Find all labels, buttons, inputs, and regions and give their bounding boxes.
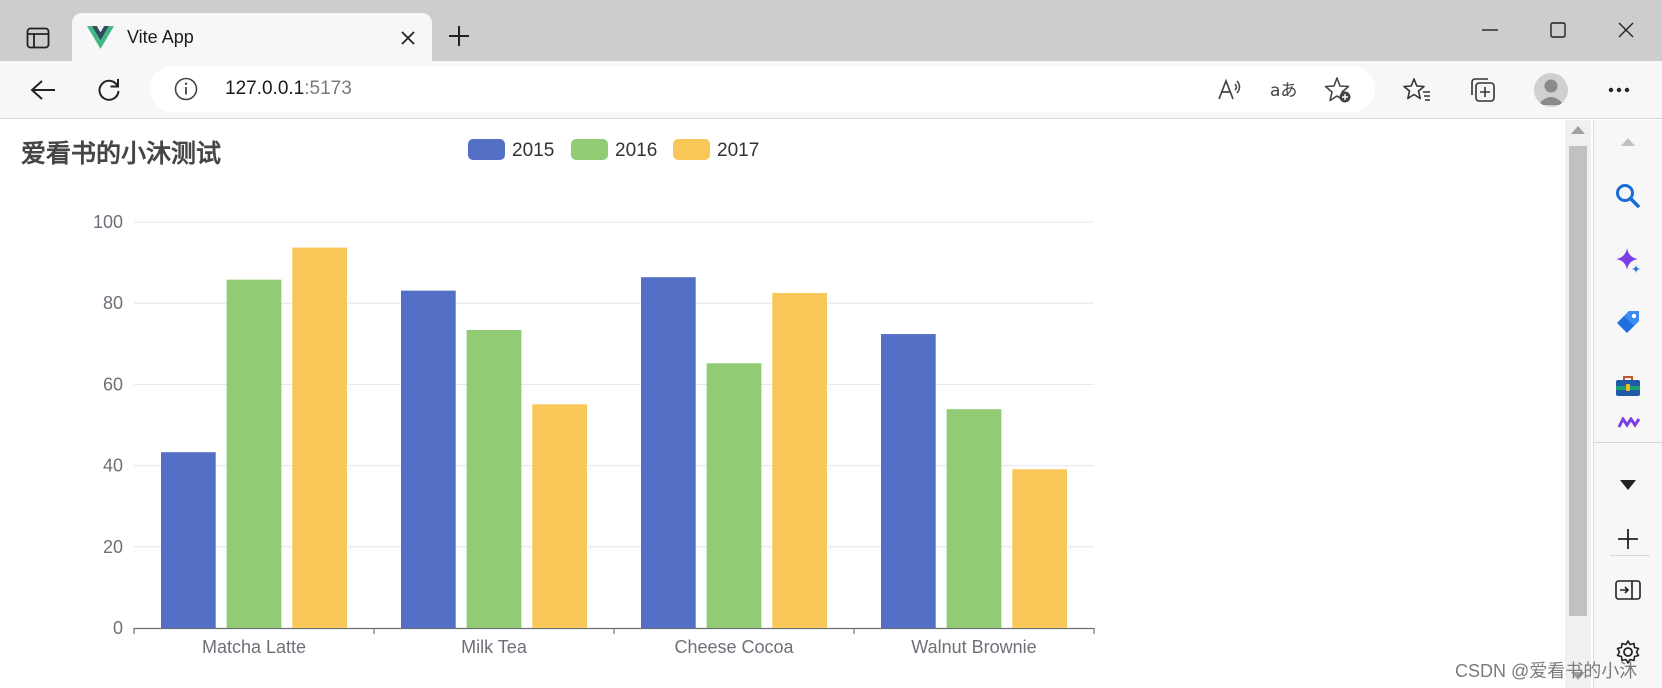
sidebar-hide-button[interactable] xyxy=(1606,568,1650,612)
sidebar-games-button[interactable] xyxy=(1606,410,1650,432)
new-tab-button[interactable] xyxy=(440,17,478,55)
read-aloud-icon[interactable] xyxy=(1214,74,1246,106)
x-tick-label: Milk Tea xyxy=(461,637,528,657)
x-tick-label: Matcha Latte xyxy=(202,637,306,657)
url-text[interactable]: 127.0.0.1:5173 xyxy=(225,78,352,100)
sidebar-shopping-button[interactable] xyxy=(1606,300,1650,344)
gear-icon xyxy=(1616,640,1640,664)
back-button[interactable] xyxy=(22,69,64,111)
favorites-star-icon xyxy=(1403,78,1430,101)
bar xyxy=(772,293,827,628)
browser-toolbar: 127.0.0.1:5173 aあ xyxy=(0,61,1662,119)
legend-label: 2017 xyxy=(717,140,759,161)
watermark: CSDN @爱看书的小沐 xyxy=(1455,661,1638,681)
y-tick-label: 20 xyxy=(103,537,123,557)
bar xyxy=(946,409,1002,628)
page-scrollbar[interactable] xyxy=(1565,120,1591,688)
sidebar-tools-button[interactable] xyxy=(1606,364,1650,408)
collections-icon xyxy=(1471,78,1495,102)
bar xyxy=(881,334,936,628)
svg-text:aあ: aあ xyxy=(1270,81,1297,101)
refresh-icon xyxy=(98,79,120,101)
sidebar-copilot-button[interactable] xyxy=(1606,238,1650,282)
scroll-down-arrow-icon[interactable] xyxy=(1571,672,1585,680)
bar xyxy=(532,404,587,628)
search-icon xyxy=(1616,184,1640,208)
scroll-up-arrow-icon[interactable] xyxy=(1571,126,1585,134)
bar xyxy=(466,329,522,628)
sidebar-scroll-up-icon[interactable] xyxy=(1606,120,1650,164)
sidebar-expand-button[interactable] xyxy=(1606,463,1650,507)
browser-tab[interactable]: Vite App xyxy=(72,13,432,62)
arrow-left-icon xyxy=(30,80,55,100)
close-tab-icon[interactable] xyxy=(396,26,420,50)
maximize-button[interactable] xyxy=(1530,8,1586,52)
sparkle-icon xyxy=(1616,248,1640,273)
settings-more-button[interactable] xyxy=(1598,69,1640,111)
add-favorite-icon[interactable] xyxy=(1322,74,1354,106)
bar xyxy=(226,279,282,628)
x-tick-label: Cheese Cocoa xyxy=(674,637,794,657)
close-window-button[interactable] xyxy=(1598,8,1654,52)
bar-chart: 0 20 40 60 80 100 Matcha Latte Milk Tea Cheese C… xyxy=(93,139,1095,657)
shopping-tag-icon xyxy=(1617,311,1639,333)
sidebar-search-button[interactable] xyxy=(1606,174,1650,218)
caret-down-icon xyxy=(1620,480,1636,490)
legend-label: 2016 xyxy=(615,140,657,161)
favorites-button[interactable] xyxy=(1396,69,1438,111)
collections-button[interactable] xyxy=(1462,69,1504,111)
bar xyxy=(1012,469,1067,628)
scrollbar-thumb[interactable] xyxy=(1569,146,1587,616)
bar xyxy=(706,363,762,628)
bar xyxy=(161,452,216,628)
legend-swatch xyxy=(673,139,710,160)
chart-title: 爱看书的小沐测试 xyxy=(21,139,222,168)
sidebar-settings-button[interactable] xyxy=(1606,630,1650,674)
tab-strip: Vite App xyxy=(0,0,1662,62)
y-tick-label: 40 xyxy=(103,456,123,476)
profile-avatar[interactable] xyxy=(1534,73,1568,107)
minimize-button[interactable] xyxy=(1462,8,1518,52)
sidebar-add-button[interactable] xyxy=(1606,517,1650,561)
address-bar[interactable]: 127.0.0.1:5173 aあ xyxy=(150,66,1375,112)
hide-sidebar-icon xyxy=(1615,580,1641,600)
bar xyxy=(292,247,347,628)
vue-logo-icon xyxy=(87,26,114,49)
y-tick-label: 60 xyxy=(103,374,123,394)
legend-swatch xyxy=(571,139,608,160)
legend-label: 2015 xyxy=(512,140,554,161)
y-tick-label: 100 xyxy=(93,212,123,232)
person-icon xyxy=(1538,79,1564,105)
y-tick-label: 0 xyxy=(113,618,123,638)
games-icon xyxy=(1617,417,1641,428)
x-tick-label: Walnut Brownie xyxy=(911,637,1036,657)
url-port: :5173 xyxy=(304,78,352,99)
sidebar-divider xyxy=(1610,555,1650,556)
tab-actions-icon[interactable] xyxy=(16,18,60,58)
plus-icon xyxy=(1618,529,1638,549)
refresh-button[interactable] xyxy=(88,69,130,111)
sidebar-divider xyxy=(1594,442,1662,443)
more-dots-icon xyxy=(1608,87,1630,93)
y-tick-label: 80 xyxy=(103,293,123,313)
bar xyxy=(641,277,696,628)
bar xyxy=(401,290,456,628)
translate-icon[interactable]: aあ xyxy=(1268,74,1300,106)
plus-icon xyxy=(449,26,469,46)
tab-title: Vite App xyxy=(127,27,194,47)
page-viewport: 爱看书的小沐测试 0 20 40 60 80 100 Matcha Latte Milk Te… xyxy=(1,120,1565,688)
edge-sidebar xyxy=(1593,120,1662,688)
legend-swatch xyxy=(468,139,505,160)
info-icon[interactable] xyxy=(174,77,198,101)
toolbox-icon xyxy=(1616,376,1640,396)
url-host: 127.0.0.1 xyxy=(225,78,305,99)
